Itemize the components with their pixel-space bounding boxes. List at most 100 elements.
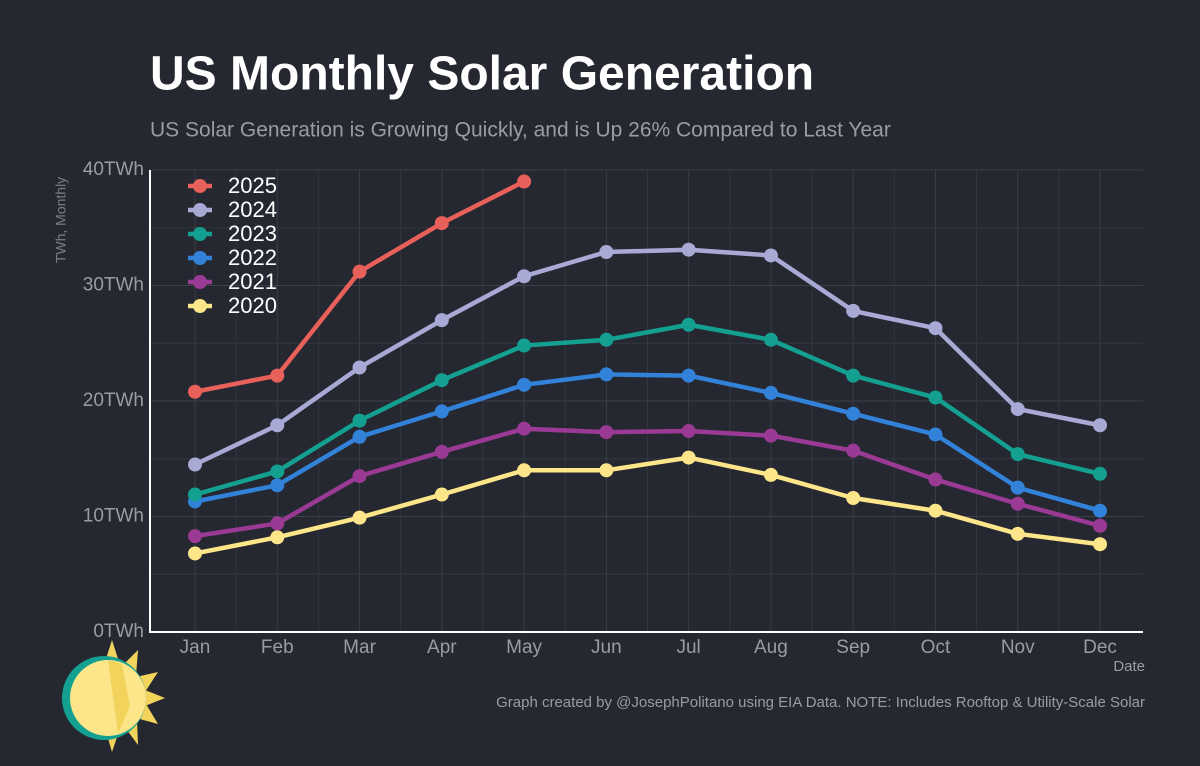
x-tick-label: Dec xyxy=(1083,637,1117,658)
point xyxy=(434,373,449,388)
point xyxy=(1010,480,1025,495)
point xyxy=(599,425,614,440)
y-axis-label: TWh, Monthly xyxy=(53,177,69,263)
legend-label: 2020 xyxy=(228,293,277,318)
point xyxy=(1093,418,1107,433)
x-axis-label: Date xyxy=(1113,658,1145,675)
point xyxy=(928,472,943,487)
point xyxy=(846,368,861,383)
point xyxy=(270,418,285,433)
point xyxy=(270,478,285,493)
point xyxy=(1010,526,1025,541)
point xyxy=(928,427,943,442)
point xyxy=(270,530,285,545)
point xyxy=(270,516,285,531)
point xyxy=(681,317,696,332)
series-line xyxy=(194,426,1101,539)
point xyxy=(352,510,367,525)
point xyxy=(599,332,614,347)
point xyxy=(352,413,367,428)
legend-label: 2025 xyxy=(228,173,277,198)
point xyxy=(434,404,449,419)
point xyxy=(1093,537,1107,552)
legend-marker xyxy=(193,227,207,241)
point xyxy=(681,450,696,465)
point xyxy=(517,338,532,353)
point xyxy=(188,529,202,544)
point xyxy=(188,487,202,502)
y-tick-label: 20TWh xyxy=(83,390,144,411)
point xyxy=(599,367,614,382)
x-tick-label: Nov xyxy=(1001,637,1035,658)
x-tick-label: Jun xyxy=(591,637,622,658)
point xyxy=(517,463,532,478)
point xyxy=(763,467,778,482)
legend-marker xyxy=(193,251,207,265)
legend-marker xyxy=(193,203,207,217)
point xyxy=(188,546,202,561)
point xyxy=(681,242,696,257)
point xyxy=(1010,447,1025,462)
y-tick-label: 10TWh xyxy=(83,506,144,527)
point xyxy=(846,443,861,458)
legend-marker xyxy=(193,275,207,289)
x-tick-label: Sep xyxy=(836,637,870,658)
point xyxy=(188,384,202,399)
legend-label: 2021 xyxy=(228,269,277,294)
point xyxy=(270,464,285,479)
x-tick-label: May xyxy=(506,637,542,658)
point xyxy=(1010,402,1025,417)
series-line xyxy=(194,247,1101,467)
point xyxy=(1093,503,1107,518)
point xyxy=(352,429,367,444)
point xyxy=(352,264,367,279)
point xyxy=(763,248,778,263)
chart-title: US Monthly Solar Generation xyxy=(150,48,814,101)
point xyxy=(434,216,449,231)
legend-label: 2022 xyxy=(228,245,277,270)
x-tick-label: Jan xyxy=(180,637,211,658)
point xyxy=(846,406,861,421)
x-tick-label: Apr xyxy=(427,637,457,658)
point xyxy=(270,368,285,383)
point xyxy=(1093,518,1107,533)
point xyxy=(352,360,367,375)
y-tick-label: 40TWh xyxy=(83,159,144,180)
point xyxy=(763,428,778,443)
point xyxy=(846,303,861,318)
legend-marker xyxy=(193,299,207,313)
point xyxy=(188,457,202,472)
point xyxy=(681,368,696,383)
point xyxy=(434,444,449,459)
point xyxy=(517,269,532,284)
point xyxy=(517,377,532,392)
series-line xyxy=(194,372,1101,513)
point xyxy=(928,390,943,405)
point xyxy=(434,487,449,502)
legend-label: 2024 xyxy=(228,197,277,222)
point xyxy=(681,424,696,439)
y-tick-label: 30TWh xyxy=(83,275,144,296)
point xyxy=(1010,496,1025,511)
x-tick-label: Aug xyxy=(754,637,788,658)
legend-label: 2023 xyxy=(228,221,277,246)
point xyxy=(763,332,778,347)
point xyxy=(599,245,614,260)
sun-logo xyxy=(62,640,165,752)
legend-marker xyxy=(193,179,207,193)
point xyxy=(599,463,614,478)
point xyxy=(846,491,861,506)
point xyxy=(352,469,367,484)
point xyxy=(928,321,943,336)
point xyxy=(434,313,449,328)
point xyxy=(517,174,532,189)
x-tick-label: Jul xyxy=(676,637,700,658)
point xyxy=(763,385,778,400)
x-tick-label: Oct xyxy=(921,637,951,658)
caption: Graph created by @JosephPolitano using E… xyxy=(496,694,1145,711)
series-line xyxy=(194,455,1101,556)
x-tick-label: Mar xyxy=(343,637,376,658)
chart-subtitle: US Solar Generation is Growing Quickly, … xyxy=(150,119,891,142)
